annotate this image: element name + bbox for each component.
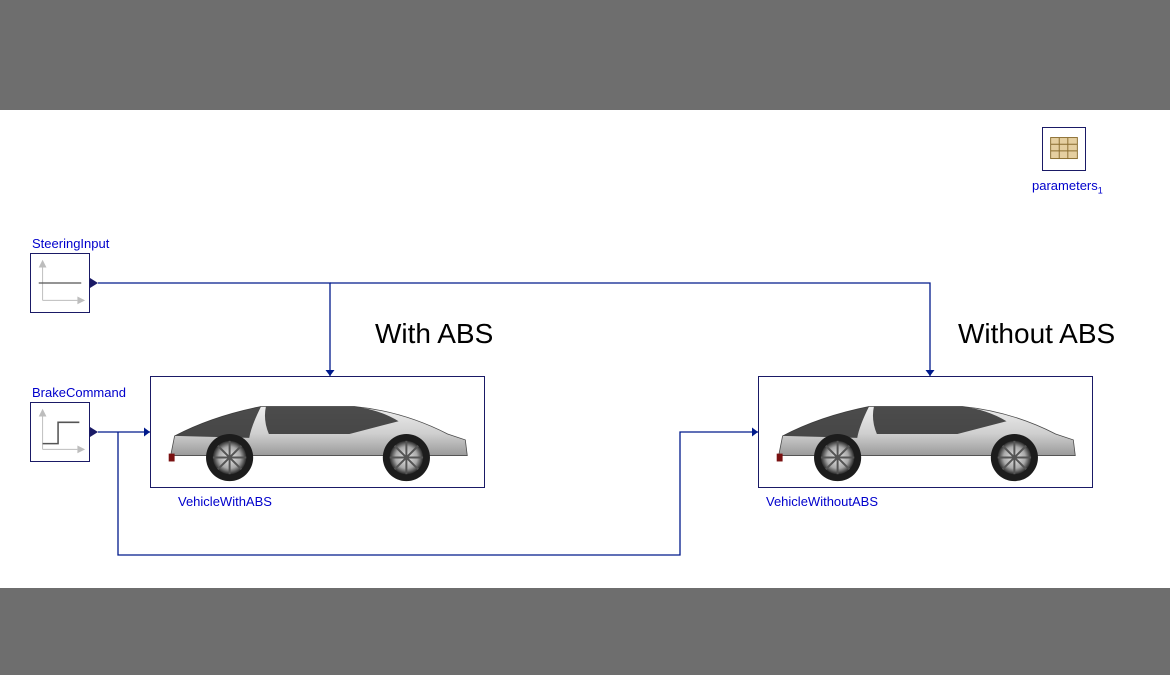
step-signal-icon [31,403,89,461]
car-icon [151,377,484,487]
vehicle-without-abs-block[interactable] [758,376,1093,488]
brake-output-port[interactable] [90,427,98,437]
without-abs-heading: Without ABS [958,318,1115,350]
car-icon [759,377,1092,487]
steering-output-port[interactable] [90,278,98,288]
constant-signal-icon [31,254,89,312]
brake-command-label: BrakeCommand [32,385,126,400]
parameters-label: parameters1 [1032,178,1103,196]
parameters-block[interactable] [1042,127,1086,171]
table-icon [1043,128,1085,170]
steering-input-block[interactable] [30,253,90,313]
brake-command-block[interactable] [30,402,90,462]
vehicle-with-abs-block[interactable] [150,376,485,488]
vehicle-without-abs-label: VehicleWithoutABS [766,494,878,509]
steering-input-label: SteeringInput [32,236,109,251]
with-abs-heading: With ABS [375,318,493,350]
vehicle-with-abs-label: VehicleWithABS [178,494,272,509]
